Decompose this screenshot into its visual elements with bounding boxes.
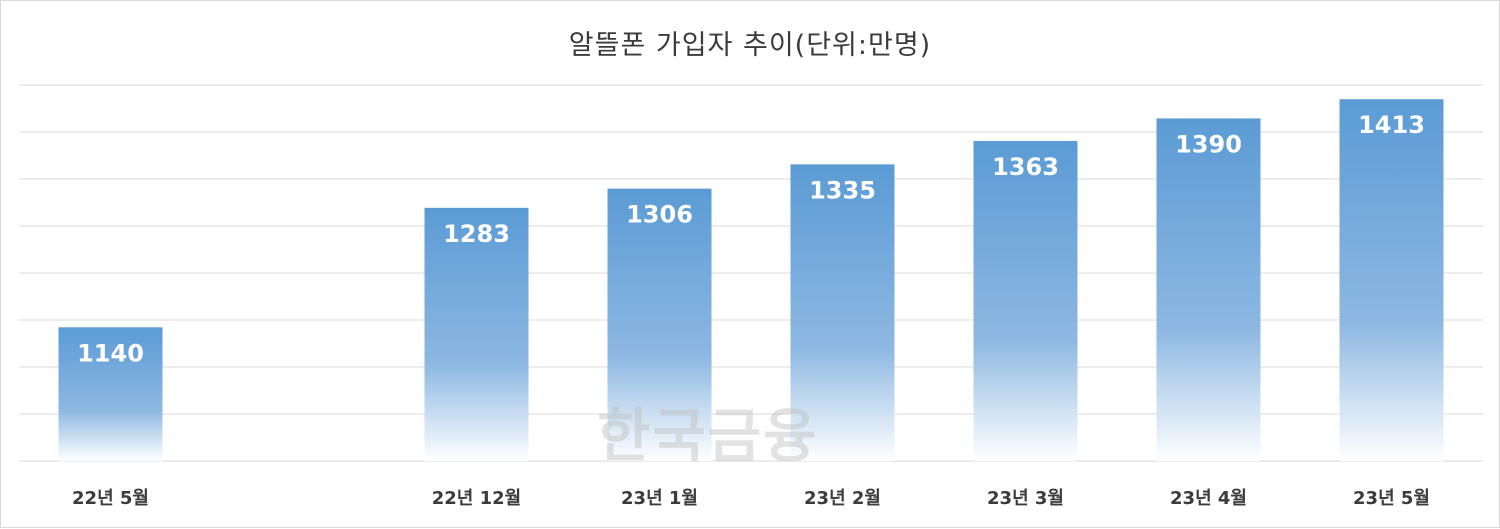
category-label: 23년 3월 — [987, 488, 1064, 509]
bars — [58, 99, 1444, 462]
gridlines — [19, 84, 1483, 462]
chart-title: 알뜰폰 가입자 추이(단위:만명) — [568, 30, 932, 61]
bar — [1156, 118, 1261, 461]
category-label: 23년 5월 — [1353, 488, 1430, 509]
bar — [973, 140, 1078, 461]
data-label: 1390 — [1175, 130, 1242, 158]
bar — [424, 207, 529, 461]
bar — [58, 327, 163, 461]
bar — [607, 188, 712, 461]
data-label: 1306 — [626, 201, 693, 229]
bar — [1339, 99, 1444, 462]
data-label: 1363 — [992, 153, 1059, 181]
data-label: 1413 — [1358, 111, 1425, 139]
category-label: 22년 12월 — [432, 488, 521, 509]
data-label: 1283 — [443, 220, 510, 248]
data-labels: 1140 1283 1306 1335 1363 1390 1413 — [77, 111, 1425, 367]
category-label: 23년 1월 — [621, 488, 698, 509]
data-label: 1335 — [809, 176, 876, 204]
category-labels: 22년 5월 22년 12월 23년 1월 23년 2월 23년 3월 23년 4월 23년… — [72, 488, 1430, 509]
category-label: 23년 4월 — [1170, 488, 1247, 509]
category-label: 23년 2월 — [804, 488, 881, 509]
category-label: 22년 5월 — [72, 488, 149, 509]
bar — [790, 164, 895, 461]
data-label: 1140 — [77, 339, 144, 367]
